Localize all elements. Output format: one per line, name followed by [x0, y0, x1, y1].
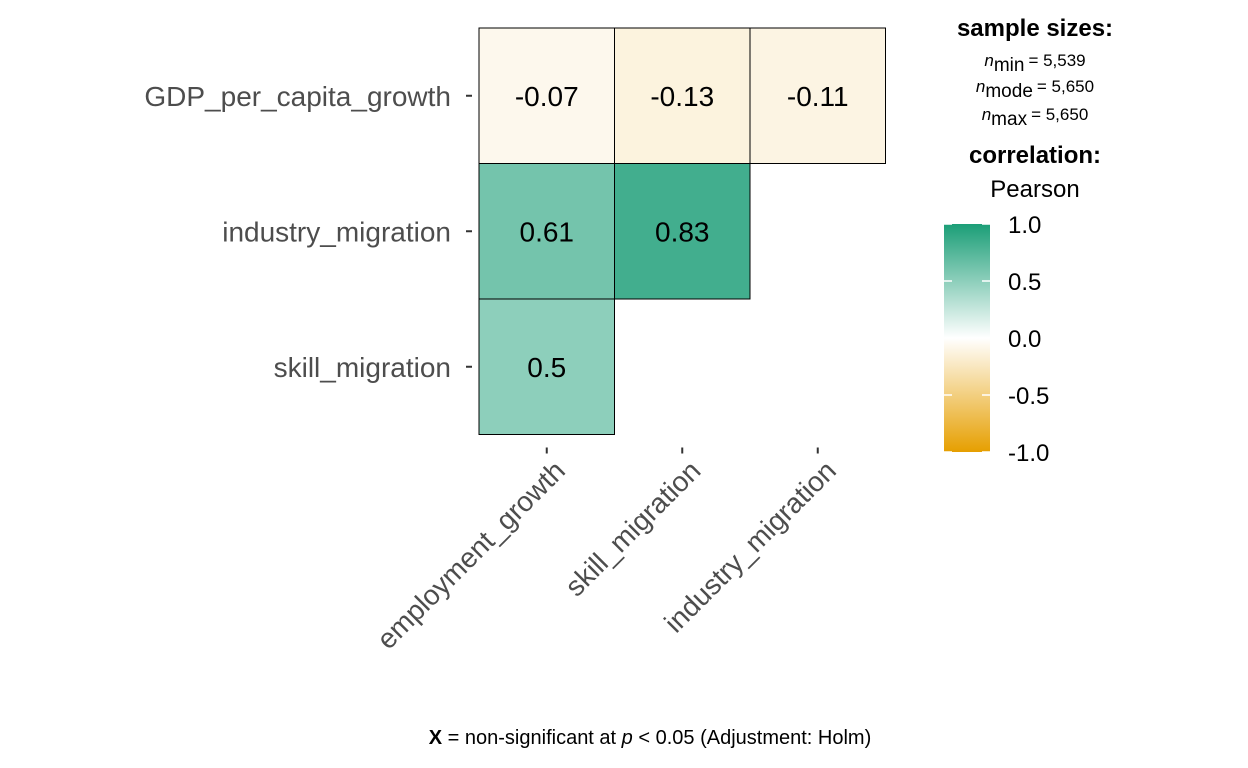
heatmap-cell [478, 27, 615, 164]
cell-value-label: 0.5 [527, 352, 566, 383]
color-bar-tick-label: -0.5 [1008, 383, 1049, 410]
heatmap-cells: -0.07 -0.13 -0.11 0.61 0.83 0.5 [478, 27, 886, 435]
caption: X = non-significant at p < 0.05 (Adjustm… [429, 727, 871, 749]
cell-value-label: 0.83 [655, 216, 710, 247]
n-mode-label: nmode = 5,650 [976, 77, 1094, 102]
cell-value-label: -0.13 [650, 81, 714, 112]
heatmap-cell [478, 163, 615, 300]
legend: sample sizes: nmin = 5,539 nmode = 5,650 n… [944, 15, 1113, 467]
correlation-method: Pearson [990, 176, 1079, 203]
sample-sizes-title: sample sizes: [957, 15, 1113, 42]
cell-value-label: 0.61 [520, 216, 575, 247]
cell-value-label: -0.11 [787, 81, 849, 112]
heatmap-cell [614, 163, 751, 300]
heatmap-cell [478, 298, 615, 435]
color-bar-ticks: 1.0 0.5 0.0 -0.5 -1.0 [944, 212, 1049, 467]
color-bar-tick-label: -1.0 [1008, 440, 1049, 467]
y-tick-label: skill_migration [274, 352, 451, 383]
n-min-label: nmin = 5,539 [984, 51, 1085, 76]
color-bar-tick-label: 0.5 [1008, 269, 1041, 296]
n-max-label: nmax = 5,650 [982, 105, 1089, 130]
y-tick-label: GDP_per_capita_growth [144, 81, 451, 112]
y-tick-label: industry_migration [222, 216, 451, 247]
heatmap-cell [749, 27, 886, 164]
color-bar-tick-label: 0.0 [1008, 326, 1041, 353]
x-axis: employment_growthskill_migrationindustry… [371, 447, 842, 655]
x-tick-label: skill_migration [559, 455, 706, 602]
y-axis: GDP_per_capita_growth industry_migrations… [144, 81, 472, 383]
color-bar-tick-label: 1.0 [1008, 212, 1041, 239]
heatmap-cell [614, 27, 751, 164]
correlation-title: correlation: [969, 142, 1101, 169]
cell-value-label: -0.07 [515, 81, 579, 112]
x-tick-label: employment_growth [371, 455, 571, 655]
